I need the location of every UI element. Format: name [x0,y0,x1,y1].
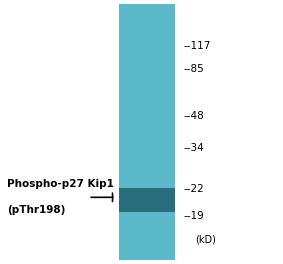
Text: --48: --48 [184,111,204,121]
Bar [119,188,175,212]
Bar [119,4,175,260]
Text: --22: --22 [184,185,204,195]
Text: --117: --117 [184,41,211,51]
Text: (pThr198): (pThr198) [7,205,65,215]
Text: --34: --34 [184,143,204,153]
Text: Phospho-p27 Kip1: Phospho-p27 Kip1 [7,179,114,189]
Text: --19: --19 [184,211,204,221]
Text: (kD): (kD) [195,234,216,244]
Text: --85: --85 [184,64,204,74]
